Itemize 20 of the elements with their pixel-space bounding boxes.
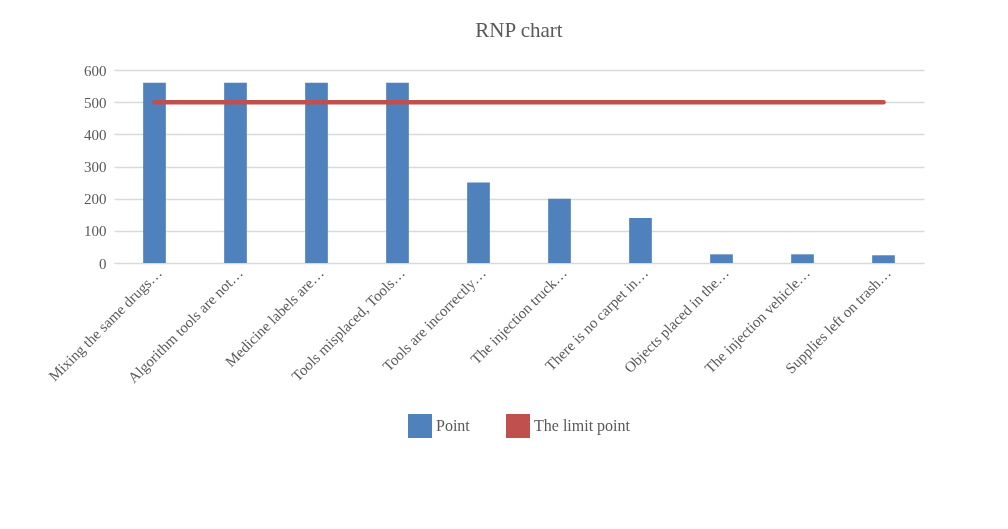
bar (710, 254, 733, 263)
y-tick-label: 400 (84, 126, 107, 143)
y-tick-label: 600 (84, 62, 107, 79)
y-tick-label: 0 (99, 255, 107, 272)
y-tick-label: 300 (84, 159, 107, 175)
bar (629, 217, 652, 263)
bar (791, 254, 814, 263)
bar (143, 82, 166, 263)
y-tick-label: 100 (84, 223, 107, 240)
bar (872, 255, 895, 263)
y-tick-label: 200 (84, 191, 107, 208)
legend-label: The limit point (534, 417, 631, 435)
y-tick-label: 500 (84, 94, 107, 111)
chart-title: RNP chart (475, 18, 563, 42)
legend-label: Point (436, 417, 471, 434)
bar (548, 198, 571, 263)
bar (305, 82, 328, 263)
bar (224, 82, 247, 263)
bar (467, 182, 490, 263)
bar (386, 82, 409, 263)
